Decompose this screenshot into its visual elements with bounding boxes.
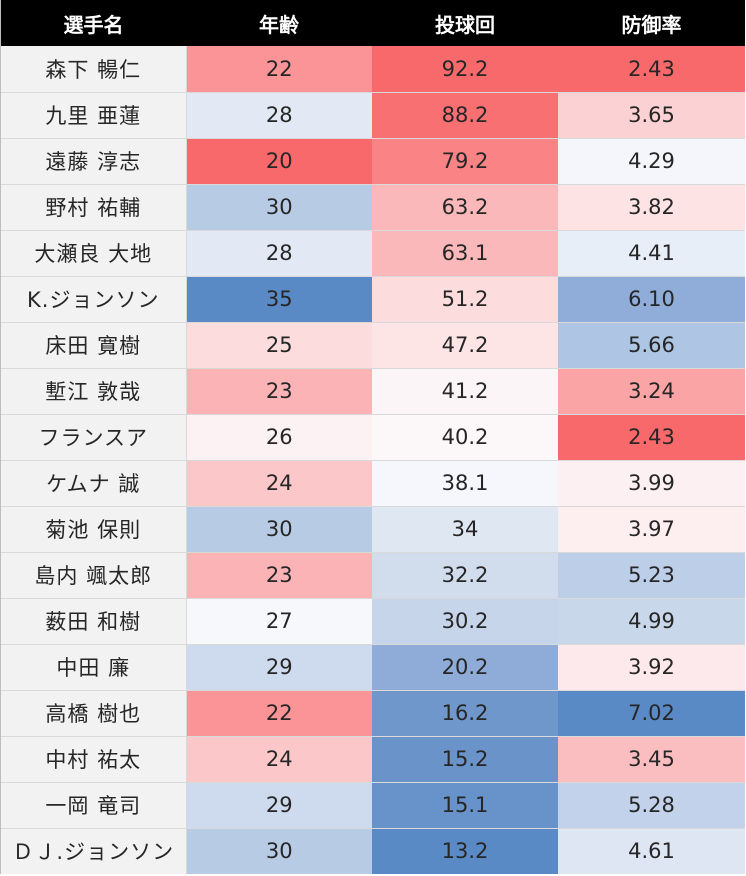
innings-pitched-cell: 38.1 (372, 460, 558, 507)
age-cell: 26 (186, 414, 372, 461)
era-cell: 2.43 (558, 46, 745, 93)
era-cell: 4.61 (558, 828, 745, 874)
era-cell: 2.43 (558, 414, 745, 461)
player-name-cell: 九里 亜蓮 (1, 92, 187, 139)
era-cell: 4.29 (558, 138, 745, 185)
table-row: 薮田 和樹 27 30.2 4.99 (1, 598, 745, 645)
innings-pitched-cell: 47.2 (372, 322, 558, 369)
innings-pitched-cell: 13.2 (372, 828, 558, 874)
age-cell: 28 (186, 230, 372, 277)
table-row: 九里 亜蓮 28 88.2 3.65 (1, 92, 745, 139)
era-cell: 4.99 (558, 598, 745, 645)
age-cell: 25 (186, 322, 372, 369)
era-cell: 3.97 (558, 506, 745, 553)
age-cell: 29 (186, 644, 372, 691)
table-row: 森下 暢仁 22 92.2 2.43 (1, 46, 745, 93)
player-name-cell: 野村 祐輔 (1, 184, 187, 231)
table-row: 大瀬良 大地 28 63.1 4.41 (1, 230, 745, 277)
player-name-cell: ＤＪ.ジョンソン (1, 828, 187, 874)
innings-pitched-cell: 88.2 (372, 92, 558, 139)
innings-pitched-cell: 92.2 (372, 46, 558, 93)
table-row: 中田 廉 29 20.2 3.92 (1, 644, 745, 691)
player-name-cell: 森下 暢仁 (1, 46, 187, 93)
table-row: 高橋 樹也 22 16.2 7.02 (1, 690, 745, 737)
innings-pitched-cell: 15.2 (372, 736, 558, 783)
header-era: 防御率 (558, 0, 745, 46)
player-name-cell: 塹江 敦哉 (1, 368, 187, 415)
header-player-name: 選手名 (1, 0, 186, 46)
age-cell: 29 (186, 782, 372, 829)
age-cell: 30 (186, 828, 372, 874)
innings-pitched-cell: 15.1 (372, 782, 558, 829)
innings-pitched-cell: 30.2 (372, 598, 558, 645)
era-cell: 3.99 (558, 460, 745, 507)
innings-pitched-cell: 79.2 (372, 138, 558, 185)
table-header: 選手名 年齢 投球回 防御率 (1, 0, 745, 46)
innings-pitched-cell: 20.2 (372, 644, 558, 691)
age-cell: 24 (186, 460, 372, 507)
table-row: 中村 祐太 24 15.2 3.45 (1, 736, 745, 783)
table-row: 野村 祐輔 30 63.2 3.82 (1, 184, 745, 231)
innings-pitched-cell: 34 (372, 506, 558, 553)
table-row: K.ジョンソン 35 51.2 6.10 (1, 276, 745, 323)
age-cell: 35 (186, 276, 372, 323)
era-cell: 3.65 (558, 92, 745, 139)
player-name-cell: 大瀬良 大地 (1, 230, 187, 277)
age-cell: 30 (186, 184, 372, 231)
table-row: ＤＪ.ジョンソン 30 13.2 4.61 (1, 828, 745, 874)
player-name-cell: フランスア (1, 414, 187, 461)
age-cell: 20 (186, 138, 372, 185)
era-cell: 5.66 (558, 322, 745, 369)
innings-pitched-cell: 32.2 (372, 552, 558, 599)
innings-pitched-cell: 40.2 (372, 414, 558, 461)
table-row: 塹江 敦哉 23 41.2 3.24 (1, 368, 745, 415)
table-row: 遠藤 淳志 20 79.2 4.29 (1, 138, 745, 185)
table-row: 床田 寛樹 25 47.2 5.66 (1, 322, 745, 369)
innings-pitched-cell: 51.2 (372, 276, 558, 323)
era-cell: 5.28 (558, 782, 745, 829)
header-innings-pitched: 投球回 (372, 0, 558, 46)
player-name-cell: 薮田 和樹 (1, 598, 187, 645)
player-name-cell: 中田 廉 (1, 644, 187, 691)
player-name-cell: 遠藤 淳志 (1, 138, 187, 185)
age-cell: 23 (186, 552, 372, 599)
table-row: フランスア 26 40.2 2.43 (1, 414, 745, 461)
innings-pitched-cell: 63.2 (372, 184, 558, 231)
player-name-cell: 床田 寛樹 (1, 322, 187, 369)
era-cell: 3.82 (558, 184, 745, 231)
age-cell: 27 (186, 598, 372, 645)
age-cell: 22 (186, 690, 372, 737)
age-cell: 24 (186, 736, 372, 783)
age-cell: 30 (186, 506, 372, 553)
player-name-cell: 島内 颯太郎 (1, 552, 187, 599)
header-age: 年齢 (186, 0, 372, 46)
age-cell: 23 (186, 368, 372, 415)
era-cell: 3.45 (558, 736, 745, 783)
player-name-cell: ケムナ 誠 (1, 460, 187, 507)
era-cell: 6.10 (558, 276, 745, 323)
player-name-cell: 高橋 樹也 (1, 690, 187, 737)
player-name-cell: K.ジョンソン (1, 276, 187, 323)
table-row: 一岡 竜司 29 15.1 5.28 (1, 782, 745, 829)
player-name-cell: 一岡 竜司 (1, 782, 187, 829)
table-row: 島内 颯太郎 23 32.2 5.23 (1, 552, 745, 599)
era-cell: 3.92 (558, 644, 745, 691)
table-row: 菊池 保則 30 34 3.97 (1, 506, 745, 553)
header-row: 選手名 年齢 投球回 防御率 (1, 0, 745, 46)
innings-pitched-cell: 41.2 (372, 368, 558, 415)
era-cell: 5.23 (558, 552, 745, 599)
table-body: 森下 暢仁 22 92.2 2.43 九里 亜蓮 28 88.2 3.65 遠藤 淳志 20 79.… (1, 46, 745, 874)
era-cell: 7.02 (558, 690, 745, 737)
innings-pitched-cell: 63.1 (372, 230, 558, 277)
innings-pitched-cell: 16.2 (372, 690, 558, 737)
player-name-cell: 菊池 保則 (1, 506, 187, 553)
age-cell: 28 (186, 92, 372, 139)
era-cell: 4.41 (558, 230, 745, 277)
era-cell: 3.24 (558, 368, 745, 415)
table-row: ケムナ 誠 24 38.1 3.99 (1, 460, 745, 507)
player-name-cell: 中村 祐太 (1, 736, 187, 783)
age-cell: 22 (186, 46, 372, 93)
